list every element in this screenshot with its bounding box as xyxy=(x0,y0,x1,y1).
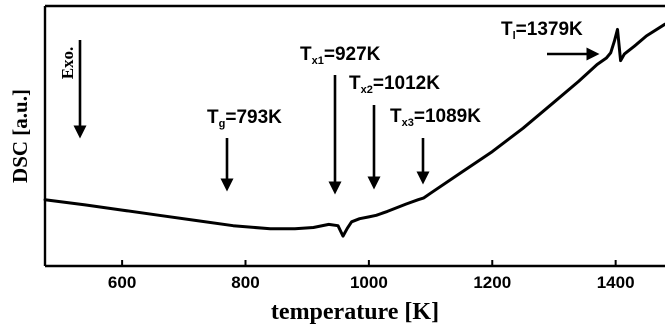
tx1-label: Tx1=927K xyxy=(300,44,381,67)
plot-frame xyxy=(43,4,665,268)
annotation-arrows xyxy=(220,47,600,195)
x-tick-label: 600 xyxy=(108,273,136,292)
dsc-series-line xyxy=(43,22,665,238)
x-tick-label: 800 xyxy=(231,273,259,292)
x-ticks: 600 800 1000 1200 1400 xyxy=(108,260,635,292)
x-tick-label: 1400 xyxy=(597,273,635,292)
x-axis-title: temperature [K] xyxy=(271,299,439,325)
y-axis-title: DSC [a.u.] xyxy=(8,89,32,183)
x-tick-label: 1200 xyxy=(473,273,511,292)
exo-label: Exo. xyxy=(58,47,77,80)
annotation-labels: Tg=793K Tx1=927K Tx2=1012K Tx3=1089K Tl=… xyxy=(207,19,583,130)
tl-label: Tl=1379K xyxy=(501,19,583,42)
tx2-label: Tx2=1012K xyxy=(349,73,440,96)
x-tick-label: 1000 xyxy=(350,273,388,292)
tx3-label: Tx3=1089K xyxy=(390,106,481,129)
tg-label: Tg=793K xyxy=(207,107,282,130)
